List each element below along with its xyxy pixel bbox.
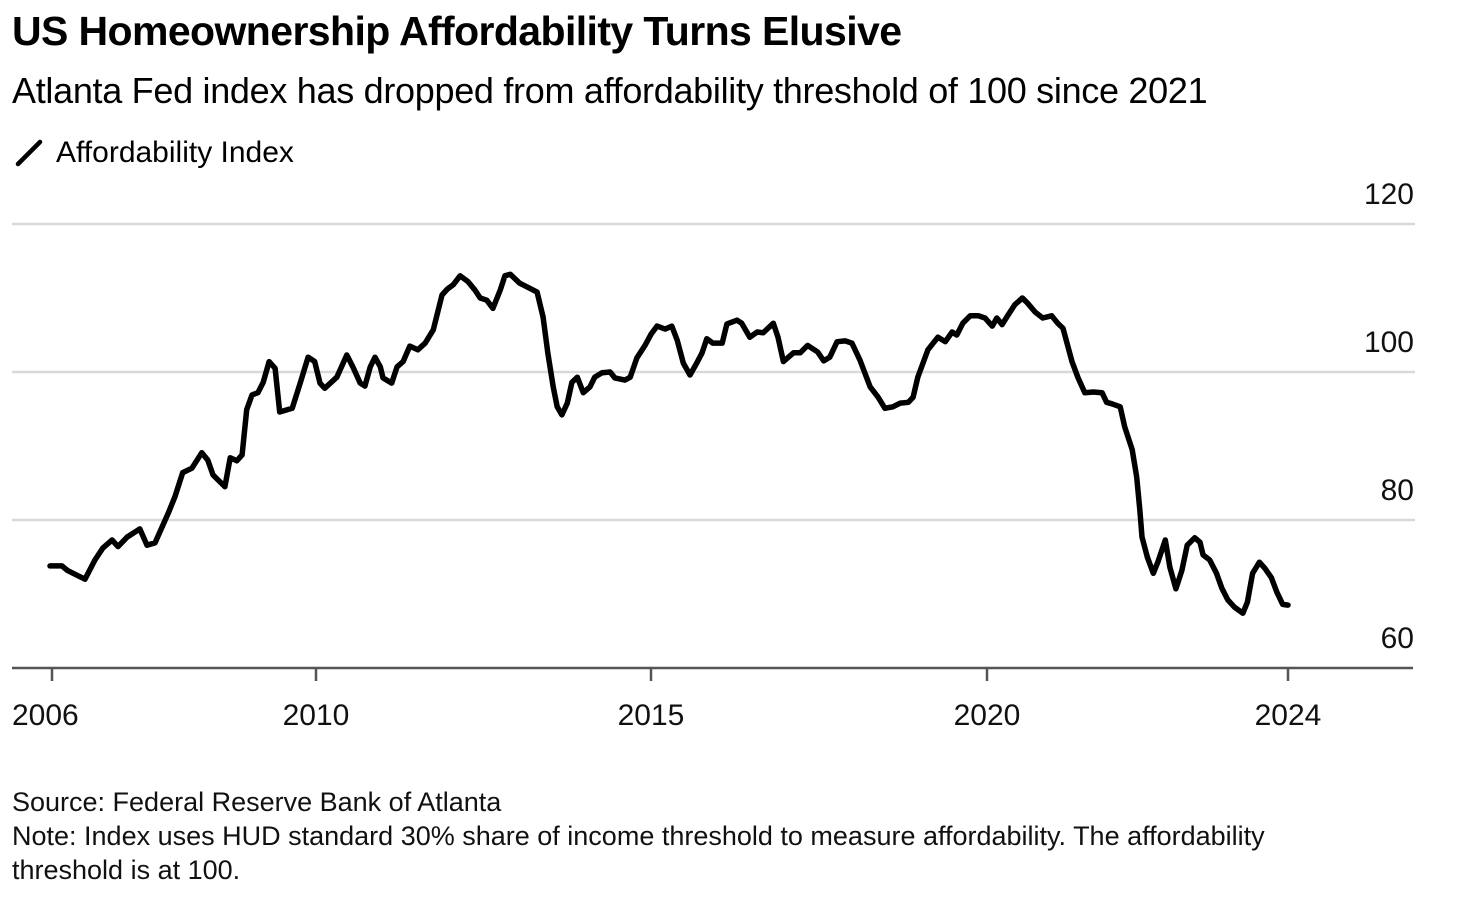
x-axis xyxy=(12,666,1413,681)
chart-subtitle: Atlanta Fed index has dropped from affor… xyxy=(12,70,1208,111)
y-axis-labels: 120 100 80 60 xyxy=(1364,178,1414,655)
footnote-line-1: Note: Index uses HUD standard 30% share … xyxy=(12,821,1265,851)
source-note: Source: Federal Reserve Bank of Atlanta xyxy=(12,787,502,817)
x-tick-label: 2024 xyxy=(1255,699,1322,732)
x-tick-label: 2010 xyxy=(283,699,350,732)
legend-label: Affordability Index xyxy=(56,136,294,169)
line-swatch-icon xyxy=(15,139,43,167)
x-tick-label: 2015 xyxy=(618,699,685,732)
grid-lines xyxy=(12,222,1415,522)
footer: Source: Federal Reserve Bank of Atlanta … xyxy=(12,785,1432,887)
y-tick-label: 60 xyxy=(1381,622,1414,655)
series-layer xyxy=(47,271,1291,616)
series-line-affordability-index xyxy=(47,271,1291,616)
x-axis-labels: 2006 2010 2015 2020 2024 xyxy=(12,699,1321,732)
y-tick-label: 80 xyxy=(1381,474,1414,507)
x-tick-label: 2006 xyxy=(12,699,79,732)
legend: Affordability Index xyxy=(12,133,294,173)
y-tick-label: 120 xyxy=(1364,178,1414,211)
y-tick-label: 100 xyxy=(1364,326,1414,359)
chart-title: US Homeownership Affordability Turns Elu… xyxy=(12,8,902,54)
footnote-line-2: threshold is at 100. xyxy=(12,855,241,885)
x-tick-label: 2020 xyxy=(954,699,1021,732)
